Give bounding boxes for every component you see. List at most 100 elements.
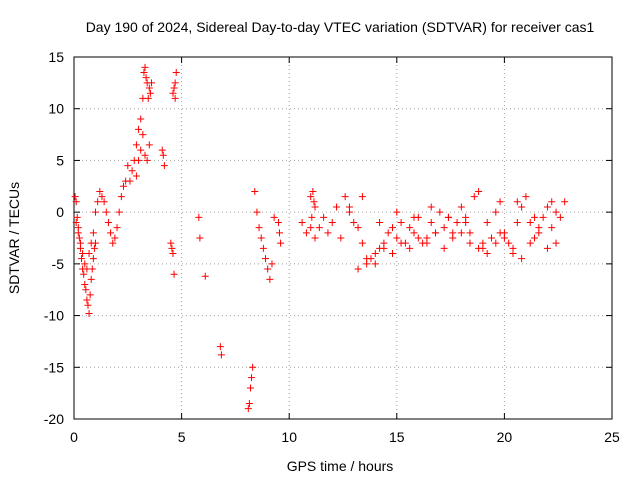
data-point — [102, 208, 110, 216]
data-point — [276, 229, 284, 237]
data-point — [249, 363, 257, 371]
data-point — [298, 218, 306, 226]
data-point — [531, 213, 539, 221]
data-point — [320, 213, 328, 221]
data-point — [111, 234, 119, 242]
plot-frame — [73, 56, 613, 420]
data-point — [496, 229, 504, 237]
data-point — [78, 255, 86, 263]
data-point — [453, 218, 461, 226]
data-point — [432, 229, 440, 237]
x-tick-label: 10 — [281, 429, 297, 445]
data-point — [397, 239, 405, 247]
data-point — [307, 193, 315, 201]
data-point — [139, 131, 147, 139]
data-point — [457, 229, 465, 237]
data-point — [311, 234, 319, 242]
data-point — [410, 229, 418, 237]
data-point — [89, 229, 97, 237]
data-point — [466, 229, 474, 237]
data-point — [268, 260, 276, 268]
data-point — [94, 198, 102, 206]
data-point — [427, 218, 435, 226]
data-point — [397, 218, 405, 226]
data-point — [345, 203, 353, 211]
data-point — [277, 239, 285, 247]
data-point — [309, 187, 317, 195]
data-point — [556, 213, 564, 221]
data-point — [492, 208, 500, 216]
data-point — [248, 374, 256, 382]
data-point — [144, 94, 152, 102]
data-point — [195, 213, 203, 221]
data-point — [89, 255, 97, 263]
y-tick-label: 5 — [56, 152, 64, 168]
data-point — [406, 224, 414, 232]
y-tick-label: 10 — [48, 101, 64, 117]
data-point — [470, 193, 478, 201]
data-point — [449, 234, 457, 242]
data-point — [410, 213, 418, 221]
data-point — [266, 275, 274, 283]
data-point — [87, 239, 95, 247]
data-point — [100, 198, 108, 206]
data-point — [526, 239, 534, 247]
data-point — [85, 310, 93, 318]
data-point — [170, 84, 178, 92]
data-point — [79, 250, 87, 258]
data-point — [96, 187, 104, 195]
data-point — [440, 224, 448, 232]
data-point — [522, 193, 530, 201]
y-tick-label: -5 — [52, 256, 65, 272]
data-point — [83, 265, 91, 273]
data-point — [264, 265, 272, 273]
data-point — [274, 218, 282, 226]
data-point — [145, 141, 153, 149]
data-point — [328, 218, 336, 226]
data-point — [72, 198, 80, 206]
data-point — [363, 255, 371, 263]
data-point — [81, 260, 89, 268]
data-point — [487, 234, 495, 242]
data-point — [350, 218, 358, 226]
data-point — [86, 291, 94, 299]
data-point — [98, 193, 106, 201]
data-point — [354, 265, 362, 273]
data-point — [201, 272, 209, 280]
data-point — [531, 234, 539, 242]
data-point — [509, 244, 517, 252]
data-point — [262, 255, 270, 263]
data-point — [245, 399, 253, 407]
data-point — [246, 384, 254, 392]
data-point — [270, 213, 278, 221]
data-point — [196, 234, 204, 242]
x-tick-label: 15 — [389, 429, 405, 445]
data-point — [168, 244, 176, 252]
data-point — [333, 203, 341, 211]
data-point — [457, 203, 465, 211]
data-point — [526, 218, 534, 226]
data-point — [388, 224, 396, 232]
data-point — [81, 281, 89, 289]
data-point — [552, 208, 560, 216]
y-tick-label: -20 — [44, 411, 64, 427]
data-point — [483, 218, 491, 226]
data-point — [84, 301, 92, 309]
data-point — [513, 198, 521, 206]
data-point — [244, 405, 252, 413]
y-tick-label: 15 — [48, 49, 64, 65]
data-point — [479, 244, 487, 252]
data-point — [315, 224, 323, 232]
data-point — [354, 224, 362, 232]
y-tick-label: 0 — [56, 204, 64, 220]
data-point — [141, 63, 149, 71]
data-point — [393, 234, 401, 242]
data-point — [72, 218, 80, 226]
data-point — [171, 94, 179, 102]
data-point — [158, 146, 166, 154]
data-point — [159, 151, 167, 159]
data-point — [172, 69, 180, 77]
data-point — [475, 187, 483, 195]
data-point — [147, 79, 155, 87]
data-point — [255, 224, 263, 232]
